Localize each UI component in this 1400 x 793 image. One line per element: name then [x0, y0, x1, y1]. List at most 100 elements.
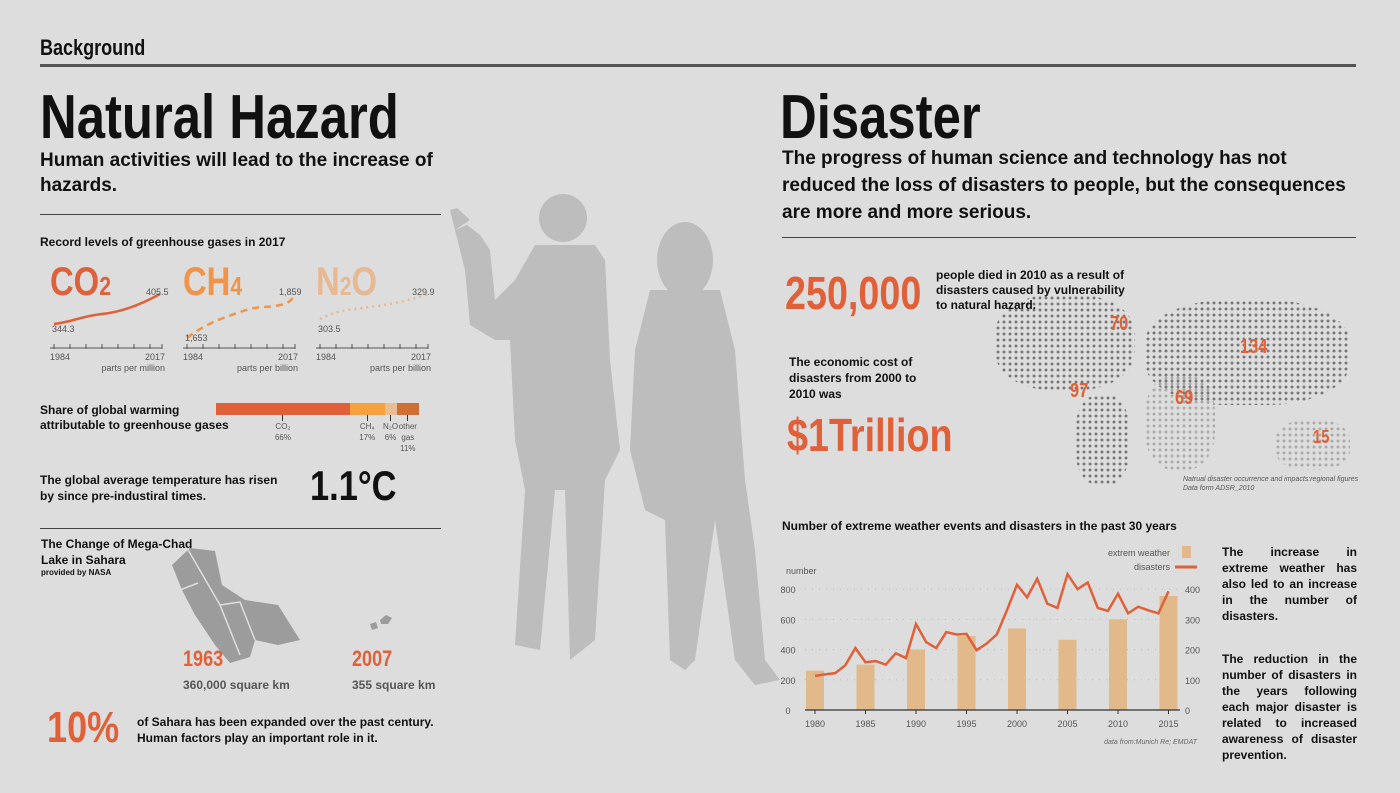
cost-text: The economic cost of disasters from 2000… [789, 355, 917, 401]
share-segment-1 [349, 403, 385, 415]
share-label-0: CO₂ 66% [268, 415, 298, 443]
gas-1-symbol: CH4 [183, 260, 243, 304]
y-tick-label: 0 [785, 706, 790, 716]
note-increase: The increase in extreme weather has also… [1222, 545, 1357, 623]
chart-title: Number of extreme weather events and dis… [782, 519, 1177, 533]
x-tick-label: 1995 [956, 719, 976, 729]
lake-year-1963: 1963 [183, 646, 224, 671]
gas-2-from: 1984 [316, 352, 337, 362]
disasters-chart: 0 200 400 600 800 0 100 200 300 400 number 1980 1985… [780, 546, 1200, 746]
bar-1980 [806, 670, 824, 710]
lake-credit: provided by NASA [41, 568, 112, 577]
x-tick-label: 2005 [1057, 719, 1077, 729]
disaster-title: Disaster [780, 83, 981, 152]
y-tick-label: 200 [780, 676, 795, 686]
share-label-1: CH₄ 17% [352, 415, 382, 443]
gas-0-from: 1984 [50, 352, 71, 362]
gas-1-unit: parts per billion [236, 363, 298, 373]
note-reduction: The reduction in the number of disasters… [1222, 652, 1357, 762]
bar-2000 [1008, 628, 1026, 710]
lake-1963-map [172, 547, 300, 663]
map-value-south-america: 97 [1070, 380, 1089, 402]
legend-bars-label: extrem weather [1108, 548, 1170, 558]
gas-1-from: 1984 [183, 352, 204, 362]
sahara-text: of Sahara has been expanded over the pas… [137, 715, 434, 745]
header-divider [40, 64, 1356, 67]
share-segment-0 [216, 403, 350, 415]
bar-2015 [1159, 595, 1178, 710]
x-tick-label: 1990 [906, 719, 926, 729]
sahara-percent: 10% [47, 703, 120, 752]
share-segment-2 [384, 403, 397, 415]
lake-year-2007: 2007 [352, 646, 393, 671]
legend-bars-swatch [1182, 546, 1191, 558]
map-source: Natrual disaster occurrence and impacts:… [1183, 476, 1359, 492]
y2-tick-label: 200 [1185, 646, 1200, 656]
x-tick-label: 2000 [1007, 719, 1027, 729]
deaths-value: 250,000 [785, 267, 922, 319]
chart-source: data from:Munich Re; EMDAT [1104, 739, 1198, 746]
world-map-oceania [1275, 420, 1350, 470]
share-label-2: N₂O 6% [376, 415, 406, 443]
gas-0-start-value: 344.3 [52, 324, 75, 334]
disasters-line [814, 571, 1170, 678]
gas-1-start-value: 1,653 [185, 333, 208, 343]
legend-line-label: disasters [1134, 562, 1171, 572]
x-tick-label: 2015 [1158, 719, 1178, 729]
share-label: Share of global warming attributable to … [40, 403, 229, 432]
temperature-text: The global average temperature has risen… [40, 473, 278, 503]
disaster-subtitle: The progress of human science and techno… [782, 148, 1346, 223]
x-tick-label: 1985 [855, 719, 875, 729]
world-map-south-america [1075, 395, 1130, 485]
gas-0-axis [50, 344, 163, 349]
map-value-asia: 134 [1240, 336, 1268, 358]
gas-2-start-value: 303.5 [318, 324, 341, 334]
gas-2-unit: parts per billion [369, 363, 431, 373]
x-tick-label: 1980 [805, 719, 825, 729]
y-tick-label: 600 [780, 615, 795, 625]
y2-tick-label: 300 [1185, 615, 1200, 625]
divider [40, 214, 441, 215]
gas-0-unit: parts per million [101, 363, 165, 373]
gas-1-to: 2017 [278, 352, 299, 362]
gas-1-trend-line [186, 293, 297, 339]
gas-0-symbol: CO2 [50, 260, 112, 304]
gas-2-end-value: 329.9 [412, 287, 435, 297]
y2-tick-label: 400 [1185, 585, 1200, 595]
share-label-3: other gas 11% [393, 415, 423, 454]
divider [782, 237, 1356, 238]
gas-2-symbol: N2O [316, 260, 378, 304]
gas-1-axis [183, 344, 296, 349]
bar-1985 [856, 664, 875, 710]
bar-2010 [1109, 619, 1127, 710]
lake-title: The Change of Mega-Chad Lake in Sahara [41, 537, 193, 567]
deaths-text: people died in 2010 as a result of disas… [936, 268, 1125, 312]
y-axis-label: number [786, 566, 817, 576]
natural-hazard-subtitle: Human activities will lead to the increa… [40, 150, 433, 196]
y2-tick-label: 0 [1185, 706, 1190, 716]
map-value-africa: 69 [1175, 387, 1194, 409]
lake-2007-map [370, 615, 392, 630]
gas-0-end-value: 405.5 [146, 287, 169, 297]
natural-hazard-title: Natural Hazard [40, 83, 399, 152]
y-tick-label: 400 [780, 646, 795, 656]
share-segment-3 [396, 403, 420, 415]
world-map-north-america [995, 295, 1135, 390]
bar-1995 [957, 636, 976, 710]
bar-2005 [1058, 639, 1077, 710]
gas-2-axis [316, 344, 429, 349]
gas-0-to: 2017 [145, 352, 166, 362]
bar-1990 [907, 649, 925, 710]
map-value-oceania: 15 [1313, 427, 1330, 447]
lake-area-2007: 355 square km [352, 678, 436, 692]
x-tick-label: 2010 [1108, 719, 1128, 729]
gas-2-trend-line [319, 292, 429, 321]
temperature-value: 1.1°C [310, 462, 397, 509]
y2-tick-label: 100 [1185, 676, 1200, 686]
lake-area-1963: 360,000 square km [183, 678, 290, 692]
gas-1-end-value: 1,859 [279, 287, 302, 297]
gas-0-trend-line [53, 292, 161, 326]
section-title: Background [40, 35, 146, 60]
divider [40, 528, 441, 529]
human-silhouettes [450, 194, 780, 685]
